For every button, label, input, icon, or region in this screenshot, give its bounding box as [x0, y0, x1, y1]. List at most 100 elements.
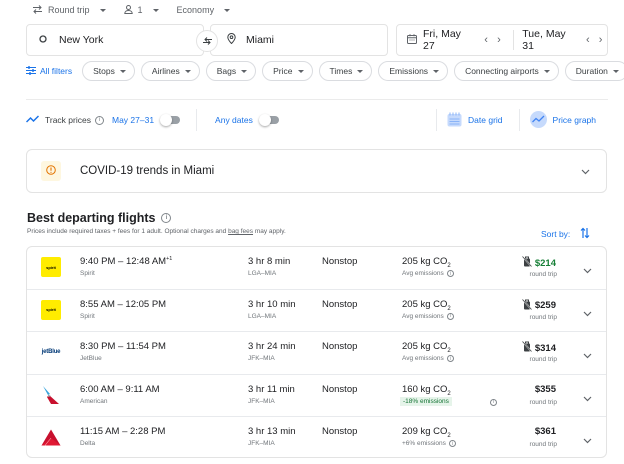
flight-row[interactable]: 6:00 AM – 9:11 AM American 3 hr 11 min J…	[27, 375, 606, 417]
track-prices-label: Track prices	[45, 115, 91, 125]
sort-arrows-icon	[580, 227, 590, 241]
info-icon[interactable]: i	[448, 440, 456, 447]
date-picker: Fri, May 27 ‹ › Tue, May 31 ‹ ›	[396, 24, 608, 56]
bag-fees-link[interactable]: bag fees	[228, 228, 254, 235]
divider	[518, 109, 520, 131]
filter-chip-bags[interactable]: Bags	[205, 61, 257, 81]
date-grid-button[interactable]: Date grid	[447, 112, 503, 129]
round-trip-arrows-icon	[32, 4, 43, 16]
jetblue-logo: jetBlue	[41, 349, 61, 355]
filter-chip-stops[interactable]: Stops	[82, 61, 135, 81]
flight-duration: 3 hr 13 min	[248, 426, 296, 437]
price-value: $355	[534, 383, 556, 395]
swap-locations-button[interactable]	[196, 30, 218, 52]
flight-row[interactable]: 11:15 AM – 2:28 PM Delta 3 hr 13 min JFK…	[27, 417, 606, 457]
price-graph-button[interactable]: Price graph	[529, 110, 596, 130]
emissions-note: Avg emissions i	[402, 270, 454, 277]
price-value: $214	[534, 257, 556, 269]
track-date-range: May 27–31	[111, 115, 155, 125]
flight-duration: 3 hr 24 min	[248, 341, 296, 352]
flight-route: JFK–MIA	[248, 440, 275, 447]
delta-logo	[41, 427, 61, 447]
flight-row[interactable]: jetBlue 8:30 PM – 11:54 PM JetBlue 3 hr …	[27, 332, 606, 375]
disclaimer-text: may apply.	[253, 228, 286, 235]
no-carry-on-bag-icon	[521, 255, 532, 270]
passengers-select[interactable]: 1	[123, 4, 159, 16]
day-offset: +1	[166, 256, 173, 262]
all-filters-label: All filters	[40, 66, 73, 76]
track-date-range-toggle[interactable]	[160, 114, 181, 126]
flight-stops: Nonstop	[322, 341, 358, 352]
flight-row[interactable]: spirit 9:40 PM – 12:48 AM+1 Spirit 3 hr …	[27, 247, 606, 290]
airline-name: Spirit	[80, 270, 95, 277]
info-icon[interactable]: i	[446, 355, 454, 362]
filter-chip-price[interactable]: Price	[262, 61, 313, 81]
price-disclaimer: Prices include required taxes + fees for…	[27, 228, 286, 235]
calendar-icon	[407, 33, 417, 47]
return-date-field[interactable]: Tue, May 31	[522, 28, 575, 52]
flight-duration: 3 hr 11 min	[248, 383, 295, 395]
origin-value: New York	[59, 34, 104, 46]
destination-input[interactable]: Miami	[210, 24, 388, 56]
flight-stops: Nonstop	[322, 256, 358, 267]
info-icon[interactable]: i	[490, 398, 497, 406]
chevron-down-icon[interactable]	[583, 304, 592, 322]
flight-stops: Nonstop	[322, 383, 358, 395]
cabin-class-select[interactable]: Economy	[177, 5, 231, 15]
chevron-down-icon[interactable]	[583, 261, 592, 279]
no-carry-on-bag-icon	[521, 298, 532, 313]
chip-label: Bags	[216, 66, 237, 76]
filter-chip-duration[interactable]: Duration	[564, 61, 624, 81]
info-icon[interactable]: i	[94, 115, 104, 125]
any-dates-toggle[interactable]	[258, 114, 279, 126]
emissions-note: Avg emissions i	[402, 355, 454, 362]
airline-name: Spirit	[80, 312, 95, 320]
origin-input[interactable]: New York	[26, 24, 204, 56]
covid-trends-card[interactable]: COVID-19 trends in Miami	[26, 149, 607, 193]
trip-type-select[interactable]: Round trip	[32, 4, 106, 16]
flight-price: $314	[521, 340, 556, 355]
sort-by-button[interactable]: Sort by:	[541, 227, 590, 241]
filter-chip-emissions[interactable]: Emissions	[378, 61, 449, 81]
chevron-down-icon[interactable]	[583, 346, 592, 364]
co2-amount: 205 kg CO2	[402, 298, 451, 312]
destination-value: Miami	[246, 34, 274, 46]
price-value: $361	[534, 426, 556, 437]
info-icon[interactable]: i	[446, 312, 454, 320]
search-bar: New York Miami Fri, May 27 ‹ › Tue, May …	[26, 24, 608, 56]
flight-price: $259	[521, 298, 556, 313]
price-note: round trip	[529, 271, 557, 278]
depart-date-field[interactable]: Fri, May 27	[407, 28, 470, 52]
filter-bar: All filters Stops Airlines Bags Price Ti…	[26, 60, 624, 82]
chevron-down-icon[interactable]	[581, 162, 590, 180]
flight-price: $361	[535, 426, 556, 437]
all-filters-button[interactable]: All filters	[26, 65, 73, 77]
caret-down-icon	[297, 69, 304, 73]
depart-prev-day-button[interactable]: ‹	[484, 34, 488, 46]
filter-chip-times[interactable]: Times	[318, 61, 373, 81]
divider	[26, 99, 608, 100]
info-icon[interactable]: i	[446, 270, 454, 277]
return-next-day-button[interactable]: ›	[598, 34, 603, 46]
track-prices-bar: Track prices i May 27–31 Any dates Date …	[25, 109, 608, 131]
filter-chip-connecting-airports[interactable]: Connecting airports	[454, 61, 559, 81]
co2-amount: 209 kg CO2	[402, 426, 451, 439]
info-warning-icon	[46, 162, 56, 180]
return-prev-day-button[interactable]: ‹	[585, 34, 590, 46]
flight-row[interactable]: spirit 8:55 AM – 12:05 PM Spirit 3 hr 10…	[27, 290, 606, 332]
flight-duration: 3 hr 8 min	[248, 256, 291, 267]
price-value: $259	[534, 300, 556, 311]
depart-next-day-button[interactable]: ›	[497, 34, 501, 46]
return-date-value: Tue, May 31	[522, 28, 566, 52]
chip-label: Duration	[575, 66, 608, 76]
info-icon[interactable]: i	[161, 213, 172, 223]
chevron-down-icon[interactable]	[583, 389, 592, 407]
flight-results-list: spirit 9:40 PM – 12:48 AM+1 Spirit 3 hr …	[26, 246, 607, 458]
price-note: round trip	[529, 356, 557, 363]
trip-options-bar: Round trip 1 Economy	[32, 2, 231, 18]
chevron-down-icon[interactable]	[583, 431, 592, 449]
caret-down-icon	[224, 8, 231, 12]
filter-chip-airlines[interactable]: Airlines	[140, 61, 200, 81]
no-carry-on-bag-icon	[521, 340, 532, 355]
covid-title: COVID-19 trends in Miami	[80, 165, 215, 177]
